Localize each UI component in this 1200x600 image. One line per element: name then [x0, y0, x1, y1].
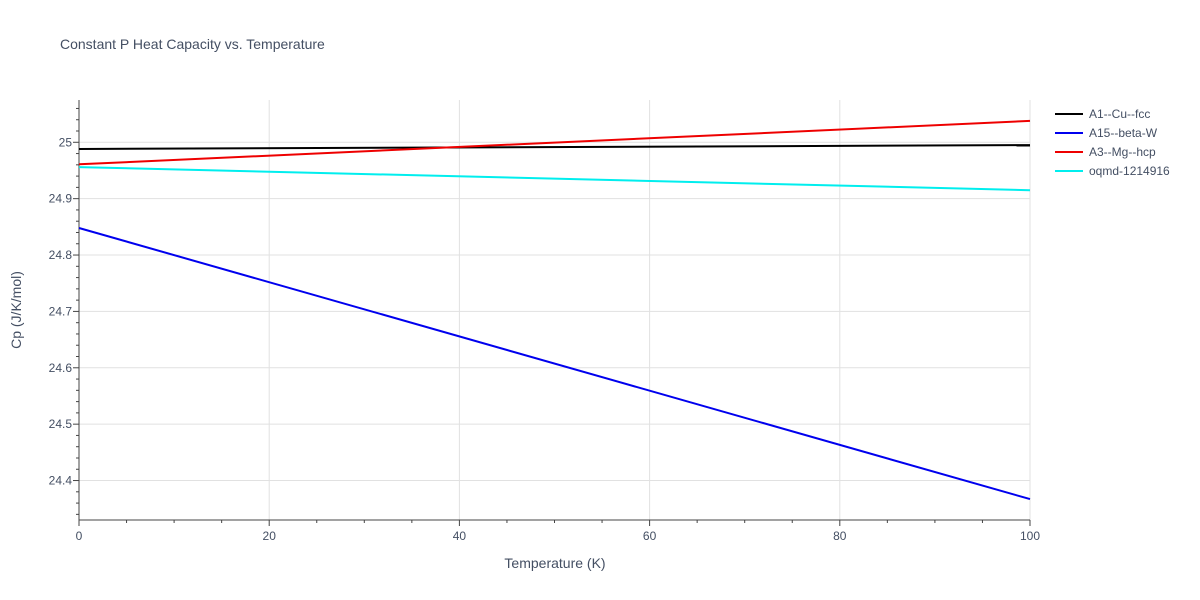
legend-item[interactable]: A3--Mg--hcp: [1055, 145, 1156, 159]
legend-label: A3--Mg--hcp: [1089, 145, 1156, 159]
y-tick-label: 24.6: [49, 361, 73, 375]
x-tick-label: 60: [643, 529, 657, 543]
legend-label: oqmd-1214916: [1089, 164, 1170, 178]
series-line-oqmd-1214916: [78, 166, 1031, 192]
series-line-A3--Mg--hcp: [78, 119, 1031, 166]
y-axis-title: Cp (J/K/mol): [8, 271, 24, 349]
series-line-A15--beta-W: [78, 227, 1031, 501]
y-tick-label: 24.5: [49, 417, 73, 431]
legend-item[interactable]: A15--beta-W: [1055, 126, 1158, 140]
x-tick-label: 20: [263, 529, 277, 543]
x-tick-label: 100: [1020, 529, 1040, 543]
x-tick-label: 80: [833, 529, 847, 543]
x-axis-title: Temperature (K): [504, 555, 605, 571]
x-tick-label: 0: [76, 529, 83, 543]
legend-label: A15--beta-W: [1089, 126, 1158, 140]
axes: 0 20 40 60 80 100 24.4 24.5 24.6 24.7 24.8 24.9 25: [49, 100, 1040, 543]
legend-label: A1--Cu--fcc: [1089, 107, 1150, 121]
chart-title: Constant P Heat Capacity vs. Temperature: [60, 36, 325, 52]
y-tick-label: 25: [59, 135, 73, 149]
y-tick-label: 24.4: [49, 474, 73, 488]
grid: [79, 100, 1031, 520]
legend-item[interactable]: oqmd-1214916: [1055, 164, 1170, 178]
y-tick-label: 24.9: [49, 192, 73, 206]
legend[interactable]: A1--Cu--fcc A15--beta-W A3--Mg--hcp oqmd-12…: [1055, 107, 1170, 178]
series-layer: [78, 119, 1031, 501]
y-tick-label: 24.7: [49, 304, 73, 318]
y-tick-label: 24.8: [49, 248, 73, 262]
x-tick-label: 40: [453, 529, 467, 543]
series-line-A1--Cu--fcc: [78, 144, 1031, 150]
legend-item[interactable]: A1--Cu--fcc: [1055, 107, 1150, 121]
